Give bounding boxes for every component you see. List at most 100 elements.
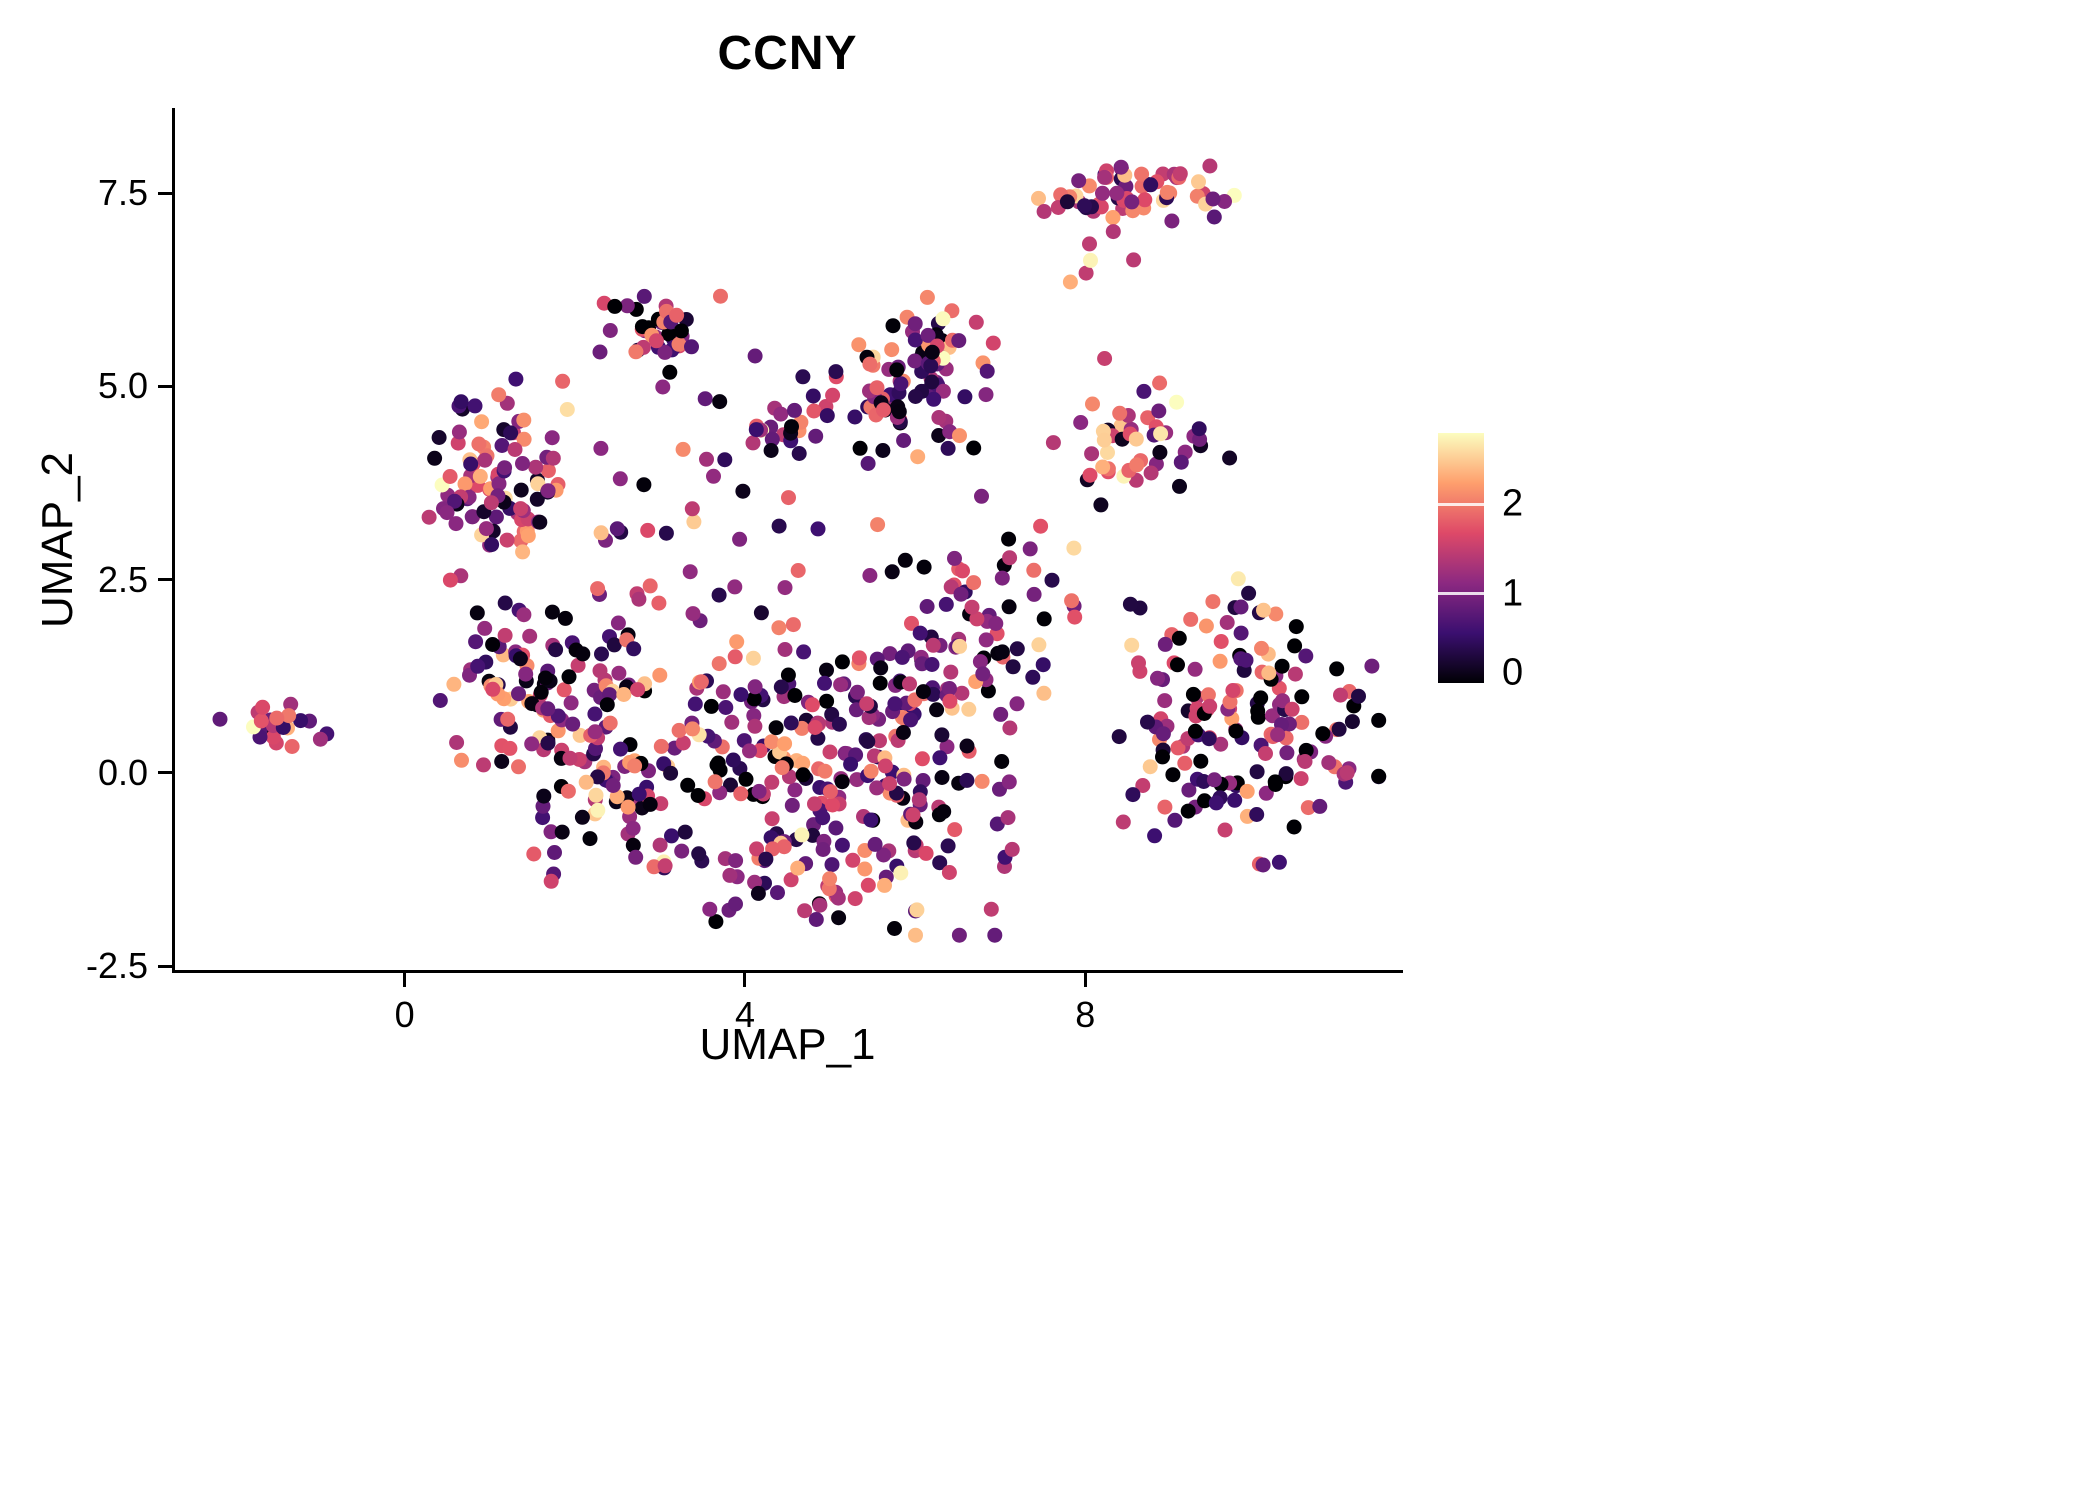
data-point <box>1189 188 1205 204</box>
data-point <box>733 786 749 802</box>
data-point <box>1123 421 1139 437</box>
data-point <box>831 716 847 732</box>
data-point <box>735 483 751 499</box>
data-point <box>1128 431 1144 447</box>
data-point <box>1150 670 1165 686</box>
data-point <box>246 719 261 735</box>
data-point <box>980 683 996 699</box>
data-point <box>757 853 773 869</box>
data-point <box>930 316 946 331</box>
data-point <box>1159 184 1175 200</box>
data-point <box>1026 562 1042 578</box>
data-point <box>939 681 955 697</box>
data-point <box>1217 822 1233 838</box>
data-point <box>515 456 530 471</box>
data-point <box>819 408 835 424</box>
data-point <box>574 809 590 825</box>
data-point <box>553 750 569 766</box>
data-point <box>951 561 967 577</box>
data-point <box>717 851 733 867</box>
data-point <box>1066 540 1082 556</box>
data-point <box>902 676 917 692</box>
data-point <box>491 476 507 492</box>
data-point <box>1112 405 1128 421</box>
data-point <box>281 708 297 724</box>
data-point <box>959 772 975 788</box>
data-point <box>540 732 556 748</box>
data-point <box>302 713 317 729</box>
data-point <box>989 816 1005 832</box>
data-point <box>1113 171 1129 187</box>
data-point <box>884 564 900 580</box>
data-point <box>877 877 892 893</box>
data-point <box>830 890 846 906</box>
data-point <box>1159 718 1175 734</box>
data-point <box>780 667 796 683</box>
data-point <box>747 348 763 364</box>
data-point <box>467 398 483 414</box>
data-point <box>1312 798 1328 814</box>
data-point <box>570 657 586 673</box>
data-point <box>434 477 450 493</box>
data-point <box>667 740 683 756</box>
data-point <box>1134 166 1150 182</box>
data-point <box>697 391 713 407</box>
data-point <box>914 364 930 379</box>
data-point <box>511 602 527 618</box>
data-point <box>1083 252 1098 268</box>
data-point <box>485 681 501 697</box>
data-point <box>1234 730 1250 746</box>
data-point <box>627 758 643 774</box>
data-point <box>746 786 761 802</box>
data-point <box>1097 351 1113 366</box>
data-point <box>1329 661 1345 677</box>
data-point <box>721 902 737 918</box>
data-point <box>807 720 823 735</box>
data-point <box>959 738 975 754</box>
data-point <box>1119 191 1135 206</box>
data-point <box>587 724 603 740</box>
data-point <box>543 873 559 889</box>
data-point <box>1287 638 1303 654</box>
data-point <box>889 785 904 801</box>
data-point <box>544 604 560 620</box>
data-point <box>1196 706 1212 721</box>
data-point <box>887 677 903 693</box>
data-point <box>503 691 519 707</box>
data-point <box>626 641 642 657</box>
data-point <box>1157 799 1173 815</box>
data-point <box>268 735 284 751</box>
data-point <box>1268 606 1284 622</box>
colorbar-tick-mark <box>1438 502 1484 506</box>
data-point <box>1125 787 1141 803</box>
data-point <box>1132 663 1148 679</box>
x-axis-label: UMAP_1 <box>699 1020 876 1069</box>
data-point <box>1237 654 1253 670</box>
data-point <box>862 698 878 714</box>
data-point <box>863 399 879 415</box>
data-point <box>658 298 674 314</box>
data-point <box>923 629 939 645</box>
data-point <box>1151 403 1167 419</box>
data-point <box>598 719 614 735</box>
data-point <box>824 857 840 873</box>
data-point <box>1135 778 1151 793</box>
data-point <box>815 842 831 857</box>
data-point <box>660 759 676 774</box>
data-point <box>515 647 531 663</box>
data-point <box>497 490 513 506</box>
data-point <box>1152 732 1167 747</box>
data-point <box>620 799 636 815</box>
data-point <box>1166 655 1182 671</box>
colorbar-tick-label: 2 <box>1502 482 1524 525</box>
data-point <box>590 802 606 818</box>
colorbar-tick-mark <box>1438 592 1484 596</box>
data-point <box>543 824 559 840</box>
data-point <box>1113 160 1129 176</box>
data-point <box>1149 174 1165 190</box>
data-point <box>863 812 879 828</box>
data-point <box>1241 585 1257 601</box>
data-point <box>451 424 467 440</box>
x-tick-mark <box>1083 973 1087 987</box>
data-point <box>747 679 763 695</box>
